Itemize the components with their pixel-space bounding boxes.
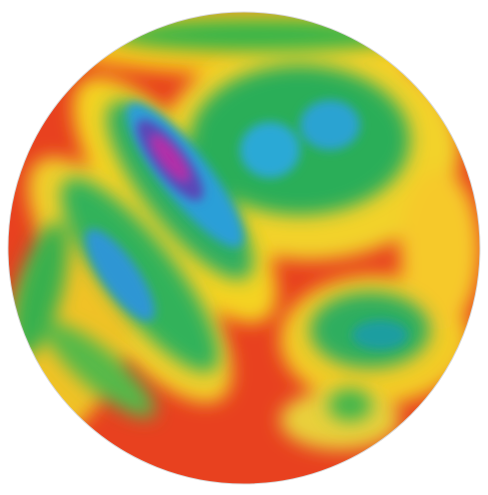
violet-layer xyxy=(136,119,204,201)
sphere-outline xyxy=(7,11,481,485)
